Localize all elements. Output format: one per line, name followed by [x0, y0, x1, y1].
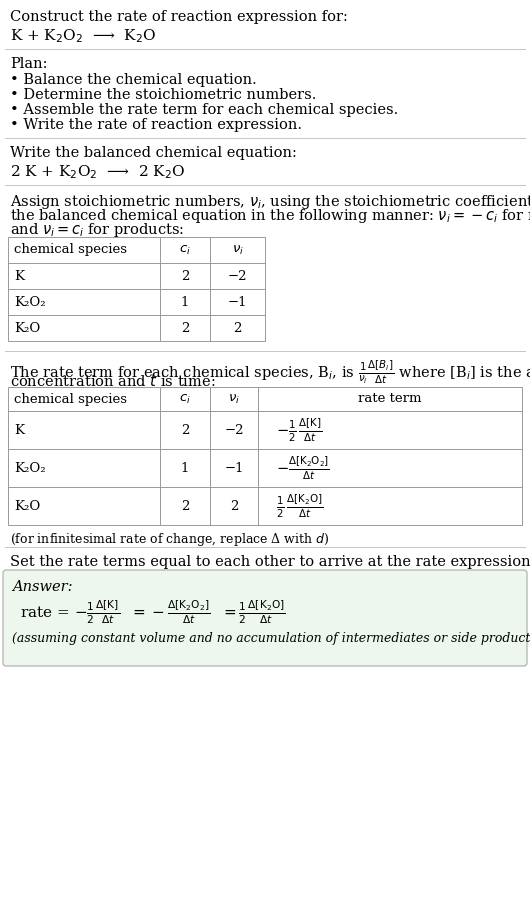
Text: (for infinitesimal rate of change, replace Δ with $d$): (for infinitesimal rate of change, repla…: [10, 531, 330, 548]
Text: Assign stoichiometric numbers, $\nu_i$, using the stoichiometric coefficients, $: Assign stoichiometric numbers, $\nu_i$, …: [10, 193, 530, 211]
Text: concentration and $t$ is time:: concentration and $t$ is time:: [10, 373, 216, 389]
FancyBboxPatch shape: [3, 570, 527, 666]
Text: $\nu_i$: $\nu_i$: [228, 392, 240, 406]
Text: • Write the rate of reaction expression.: • Write the rate of reaction expression.: [10, 118, 302, 132]
Text: K: K: [14, 269, 24, 282]
Text: 2: 2: [181, 500, 189, 512]
Text: K₂O: K₂O: [14, 500, 40, 512]
Text: • Assemble the rate term for each chemical species.: • Assemble the rate term for each chemic…: [10, 103, 398, 117]
Text: $\frac{1}{2}\,\frac{\Delta[\mathrm{K_2O}]}{\Delta t}$: $\frac{1}{2}\,\frac{\Delta[\mathrm{K_2O}…: [276, 492, 323, 520]
Text: • Determine the stoichiometric numbers.: • Determine the stoichiometric numbers.: [10, 88, 316, 102]
Text: $c_i$: $c_i$: [179, 392, 191, 406]
Text: Plan:: Plan:: [10, 57, 48, 71]
Text: 2: 2: [233, 321, 242, 335]
Text: rate term: rate term: [358, 392, 422, 406]
Text: 2: 2: [181, 269, 189, 282]
Text: rate = $-\frac{1}{2}\frac{\Delta[\mathrm{K}]}{\Delta t}$  $= -\frac{\Delta[\math: rate = $-\frac{1}{2}\frac{\Delta[\mathrm…: [20, 598, 286, 626]
Text: Construct the rate of reaction expression for:: Construct the rate of reaction expressio…: [10, 10, 348, 24]
Text: $c_i$: $c_i$: [179, 244, 191, 257]
Text: Write the balanced chemical equation:: Write the balanced chemical equation:: [10, 146, 297, 160]
Bar: [8, 387, 522, 525]
Text: the balanced chemical equation in the following manner: $\nu_i = -c_i$ for react: the balanced chemical equation in the fo…: [10, 207, 530, 225]
Text: K: K: [14, 423, 24, 437]
Text: Set the rate terms equal to each other to arrive at the rate expression:: Set the rate terms equal to each other t…: [10, 555, 530, 569]
Text: −1: −1: [224, 461, 244, 474]
Text: 2: 2: [181, 321, 189, 335]
Text: −1: −1: [228, 296, 248, 308]
Text: $\nu_i$: $\nu_i$: [232, 244, 243, 257]
Text: −2: −2: [228, 269, 248, 282]
Text: (assuming constant volume and no accumulation of intermediates or side products): (assuming constant volume and no accumul…: [12, 632, 530, 645]
Text: 1: 1: [181, 296, 189, 308]
Text: $-\frac{1}{2}\,\frac{\Delta[\mathrm{K}]}{\Delta t}$: $-\frac{1}{2}\,\frac{\Delta[\mathrm{K}]}…: [276, 416, 323, 444]
Text: chemical species: chemical species: [14, 244, 127, 257]
Text: chemical species: chemical species: [14, 392, 127, 406]
Text: and $\nu_i = c_i$ for products:: and $\nu_i = c_i$ for products:: [10, 221, 184, 239]
Text: K₂O: K₂O: [14, 321, 40, 335]
Text: K + K$_2$O$_2$  ⟶  K$_2$O: K + K$_2$O$_2$ ⟶ K$_2$O: [10, 27, 156, 45]
Text: 2 K + K$_2$O$_2$  ⟶  2 K$_2$O: 2 K + K$_2$O$_2$ ⟶ 2 K$_2$O: [10, 163, 185, 181]
Text: The rate term for each chemical species, B$_i$, is $\frac{1}{\nu_i}\frac{\Delta[: The rate term for each chemical species,…: [10, 359, 530, 387]
Bar: [8, 237, 265, 341]
Text: K₂O₂: K₂O₂: [14, 296, 46, 308]
Text: 2: 2: [181, 423, 189, 437]
Text: • Balance the chemical equation.: • Balance the chemical equation.: [10, 73, 257, 87]
Text: 2: 2: [230, 500, 238, 512]
Text: $-\frac{\Delta[\mathrm{K_2O_2}]}{\Delta t}$: $-\frac{\Delta[\mathrm{K_2O_2}]}{\Delta …: [276, 454, 330, 481]
Text: K₂O₂: K₂O₂: [14, 461, 46, 474]
Text: −2: −2: [224, 423, 244, 437]
Text: 1: 1: [181, 461, 189, 474]
Text: Answer:: Answer:: [12, 580, 73, 594]
